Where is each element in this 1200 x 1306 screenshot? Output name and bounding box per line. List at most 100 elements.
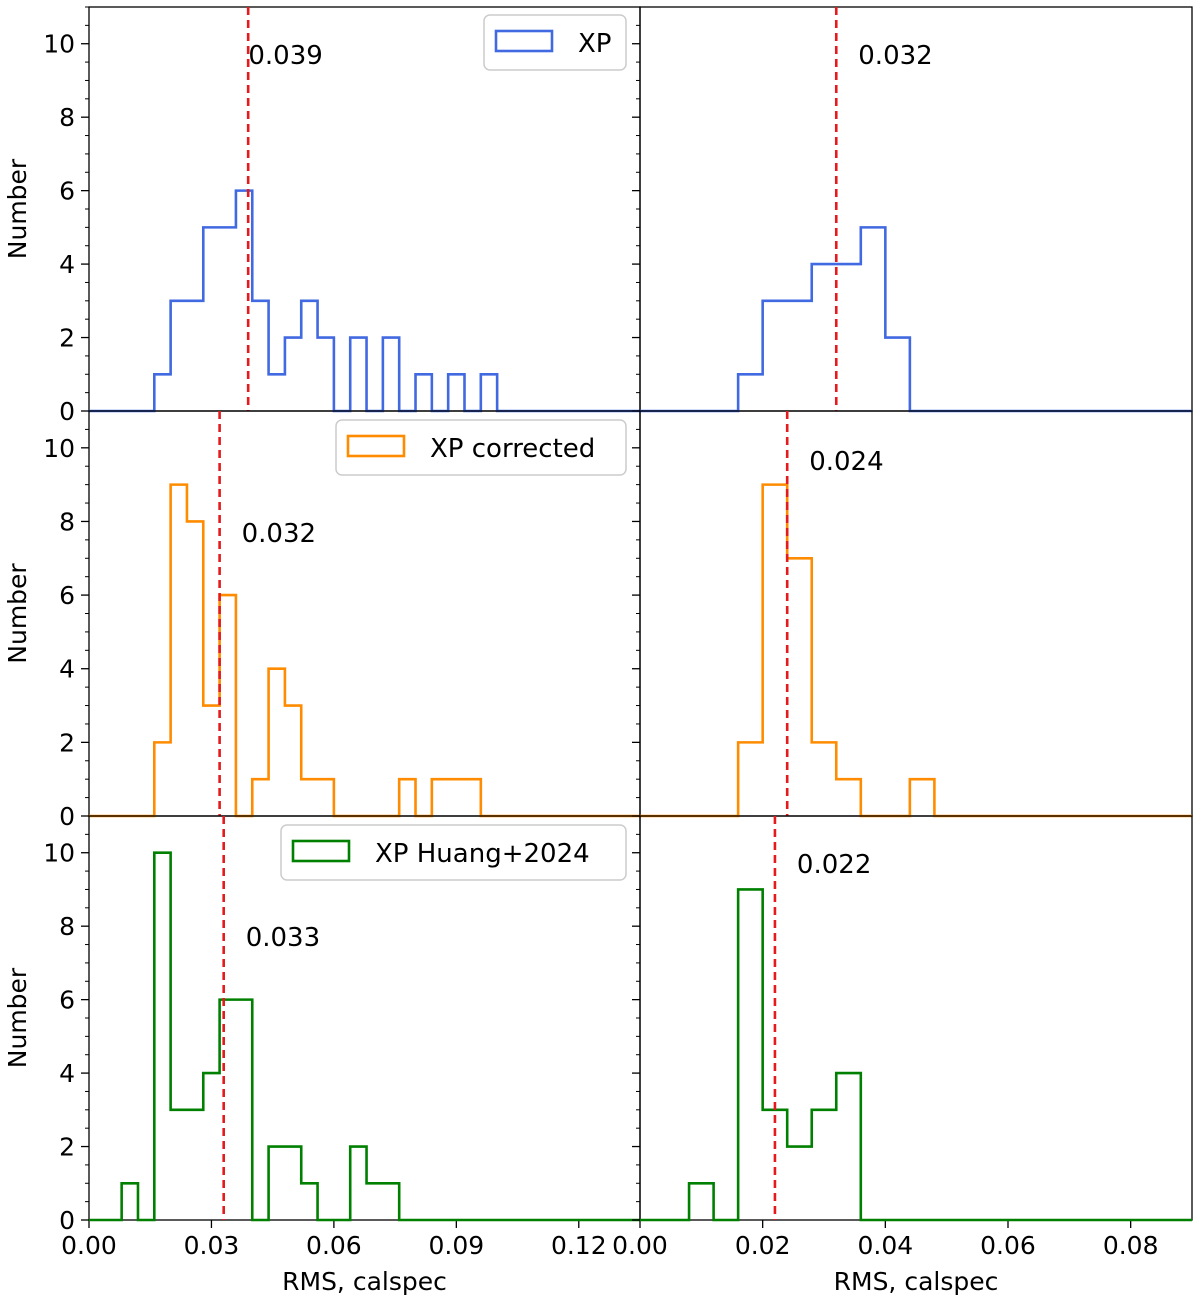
median-label: 0.032 — [242, 519, 316, 549]
histogram-bin — [203, 1073, 219, 1220]
histogram-bin — [318, 338, 334, 411]
histogram-bin — [738, 742, 763, 816]
histogram-bin — [787, 1147, 812, 1220]
histogram-bin — [836, 1073, 861, 1220]
histogram-bin — [399, 779, 415, 816]
legend-label: XP — [578, 29, 612, 59]
histogram-bin — [154, 853, 170, 1220]
legend-swatch — [494, 29, 554, 53]
legend-box — [280, 824, 627, 881]
histogram-bin — [836, 779, 861, 816]
x-tick-label: 0.09 — [428, 1231, 484, 1260]
histogram-bin — [269, 1147, 285, 1220]
histogram-bin — [812, 1110, 837, 1220]
histogram-bin — [187, 521, 203, 816]
histogram-bin — [350, 1147, 366, 1220]
histogram-bin — [367, 1183, 383, 1220]
histogram-bin — [738, 374, 763, 411]
x-tick-label: 0.12 — [551, 1231, 607, 1260]
y-tick-label: 10 — [43, 30, 75, 59]
histogram-bin — [738, 889, 763, 1220]
histogram-step-line — [640, 888, 1192, 1222]
histogram-step-line — [640, 226, 1192, 413]
panel-frame — [639, 410, 1193, 817]
histogram-bin — [285, 338, 301, 411]
histogram-bin — [301, 301, 317, 411]
histogram-bin — [285, 1147, 301, 1220]
histogram-bin — [432, 779, 448, 816]
x-tick-label: 0.00 — [612, 1231, 668, 1260]
x-tick-label: 0.03 — [184, 1231, 240, 1260]
histogram-step-line — [89, 851, 640, 1222]
histogram-bin — [187, 1110, 203, 1220]
histogram-bin — [220, 1000, 236, 1220]
histogram-bin — [171, 485, 187, 816]
panel-top-left: 0 2 4 6 8 10 Number 0.039 XP — [3, 6, 641, 426]
panel-middle-right: 0.024 — [632, 410, 1193, 818]
histogram-bin — [154, 374, 170, 411]
median-label: 0.033 — [246, 923, 320, 953]
histogram-bin — [236, 1000, 252, 1220]
x-axis-label: RMS, calspec — [282, 1267, 447, 1296]
histogram-bin — [318, 779, 334, 816]
histogram-step-line — [640, 483, 1192, 818]
x-tick-label: 0.06 — [980, 1231, 1036, 1260]
histogram-bin — [836, 264, 861, 411]
panel-middle-left: 0 2 4 6 8 10 Number 0.032 XP corrected — [3, 410, 641, 831]
median-label: 0.032 — [858, 41, 932, 71]
histogram-bin — [416, 374, 432, 411]
y-tick-label: 4 — [59, 1059, 75, 1088]
histogram-bin — [383, 1183, 399, 1220]
histogram-bin — [787, 301, 812, 411]
y-tick-label: 0 — [59, 397, 75, 426]
x-tick-label: 0.06 — [306, 1231, 362, 1260]
histogram-bin — [154, 742, 170, 816]
x-tick-label: 0.04 — [857, 1231, 913, 1260]
y-tick-label: 0 — [59, 1206, 75, 1235]
histogram-bin — [301, 1183, 317, 1220]
histogram-bin — [171, 1110, 187, 1220]
legend-swatch — [291, 839, 351, 863]
y-tick-label: 6 — [59, 581, 75, 610]
histogram-bin — [122, 1183, 138, 1220]
histogram-bin — [171, 301, 187, 411]
histogram-bin — [464, 779, 480, 816]
x-tick-label: 0.08 — [1103, 1231, 1159, 1260]
y-tick-label: 6 — [59, 986, 75, 1015]
y-tick-label: 2 — [59, 1133, 75, 1162]
y-tick-label: 8 — [59, 912, 75, 941]
histogram-bin — [763, 485, 788, 816]
histogram-bin — [220, 595, 236, 816]
y-tick-label: 10 — [43, 839, 75, 868]
histogram-bin — [448, 779, 464, 816]
histogram-bin — [910, 779, 935, 816]
y-tick-label: 8 — [59, 103, 75, 132]
median-label: 0.024 — [809, 447, 883, 477]
legend-box — [483, 14, 627, 71]
histogram-bin — [269, 669, 285, 816]
histogram-bin — [236, 191, 252, 411]
histogram-bin — [269, 374, 285, 411]
y-tick-label: 0 — [59, 802, 75, 831]
histogram-bin — [252, 779, 268, 816]
panel-bottom-right: 0.00 0.02 0.04 0.06 0.08 RMS, calspec 0.022 — [612, 815, 1193, 1296]
y-axis-label: Number — [3, 967, 32, 1068]
histogram-step-line — [89, 189, 640, 413]
histogram-bin — [301, 779, 317, 816]
histogram-bin — [812, 742, 837, 816]
panel-frame — [639, 815, 1193, 1221]
histogram-bin — [220, 227, 236, 411]
histogram-bin — [481, 374, 497, 411]
histogram-bin — [252, 301, 268, 411]
panel-bottom-left: 0 2 4 6 8 10 Number 0.00 0.03 0.06 0.09 0.12 RMS, ca… — [3, 815, 641, 1296]
histogram-bin — [203, 227, 219, 411]
histogram-bin — [787, 558, 812, 816]
y-tick-label: 4 — [59, 655, 75, 684]
histogram-bin — [763, 301, 788, 411]
histogram-bin — [861, 227, 886, 411]
histogram-bin — [187, 301, 203, 411]
histogram-bin — [689, 1183, 714, 1220]
